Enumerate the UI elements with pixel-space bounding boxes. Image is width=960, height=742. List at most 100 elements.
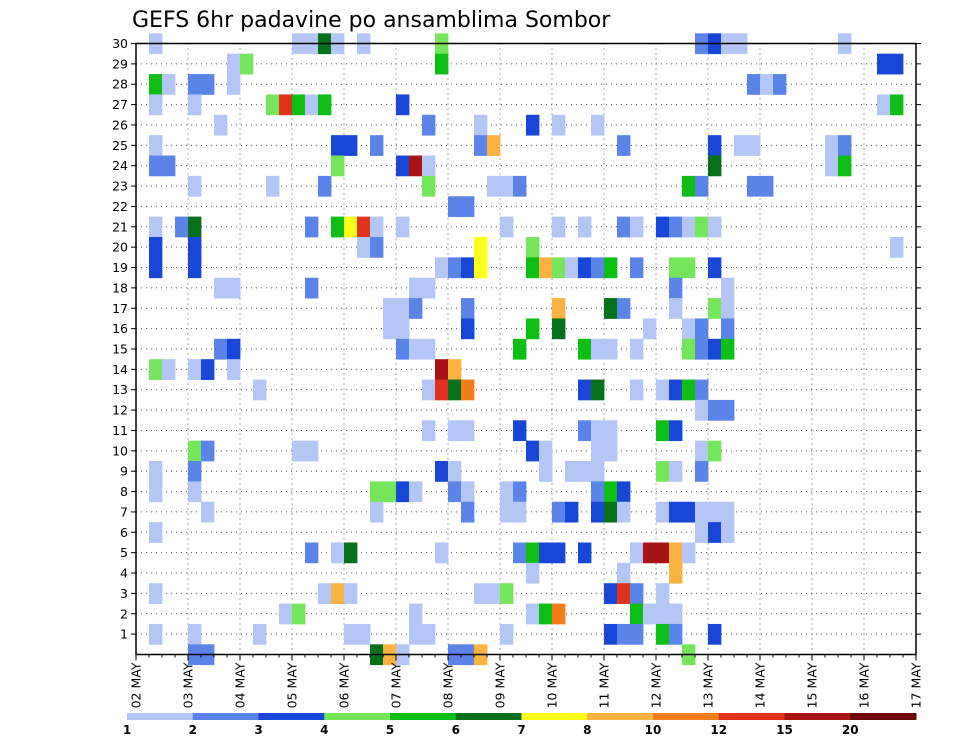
heatmap-cell [214, 338, 228, 360]
heatmap-cell [565, 257, 579, 279]
heatmap-cell [396, 298, 410, 319]
y-tick-label: 27 [112, 97, 128, 112]
heatmap-cell [591, 114, 605, 136]
heatmap-cell [409, 481, 423, 503]
heatmap-cell [149, 236, 163, 258]
heatmap-cell [721, 399, 735, 421]
heatmap-cell [630, 542, 644, 564]
heatmap-cell [877, 53, 891, 75]
heatmap-cell [669, 298, 683, 319]
heatmap-cell [747, 135, 761, 156]
heatmap-cell [318, 94, 332, 116]
legend-swatch [784, 713, 851, 720]
heatmap-cell [695, 318, 709, 340]
heatmap-cell [656, 542, 670, 564]
heatmap-cell [435, 379, 449, 401]
heatmap-cell [838, 155, 852, 177]
legend-swatch [324, 713, 391, 720]
y-tick-label: 19 [112, 260, 128, 275]
heatmap-cell [890, 94, 904, 116]
heatmap-cell [500, 216, 514, 238]
heatmap-cell [461, 379, 475, 401]
heatmap-cell [344, 542, 358, 564]
heatmap-cell [409, 623, 423, 645]
heatmap-cell [747, 74, 761, 95]
heatmap-cell [656, 379, 670, 401]
heatmap-cell [578, 542, 592, 564]
heatmap-cell [422, 623, 436, 645]
heatmap-cell [500, 623, 514, 645]
heatmap-cell [188, 74, 202, 95]
heatmap-cell [422, 175, 436, 197]
y-tick-label: 28 [112, 77, 128, 92]
heatmap-cell [305, 440, 319, 462]
heatmap-cell [721, 277, 735, 299]
heatmap-cell [149, 257, 163, 279]
heatmap-cell [422, 277, 436, 299]
heatmap-cell [604, 420, 618, 442]
heatmap-cell [513, 481, 527, 503]
y-axis-ticks: 1234567891011121314151617181920212223242… [112, 36, 921, 642]
heatmap-cell [500, 481, 514, 503]
heatmap-cell [305, 277, 319, 299]
heatmap-cell [461, 501, 475, 523]
heatmap-cell [890, 236, 904, 258]
heatmap-cell [669, 603, 683, 625]
heatmap-cell [370, 236, 384, 258]
heatmap-cell [513, 338, 527, 360]
legend-swatch [127, 713, 194, 720]
x-tick-label: 15 MAY [805, 662, 820, 708]
heatmap-cell [149, 359, 163, 380]
heatmap-cell [539, 257, 553, 279]
heatmap-cell [396, 481, 410, 503]
heatmap-cell [409, 155, 423, 177]
heatmap-cell [513, 501, 527, 523]
y-tick-label: 16 [112, 321, 128, 336]
y-tick-label: 20 [112, 240, 128, 255]
y-tick-label: 8 [120, 484, 128, 499]
heatmap-cell [149, 583, 163, 604]
heatmap-cell [838, 135, 852, 156]
y-tick-label: 21 [112, 219, 128, 234]
heatmap-cell [526, 318, 540, 340]
heatmap-cell [149, 135, 163, 156]
heatmap-cell [656, 216, 670, 238]
heatmap-cell [682, 216, 696, 238]
heatmap-cell [448, 420, 462, 442]
heatmap-cell [708, 501, 722, 523]
heatmap-cell [448, 461, 462, 482]
heatmap-cell [331, 216, 345, 238]
heatmap-cell [266, 94, 280, 116]
heatmap-cell [552, 257, 566, 279]
heatmap-cell [526, 542, 540, 564]
heatmap-cell [513, 542, 527, 564]
heatmap-cell [370, 216, 384, 238]
heatmap-cell [500, 175, 514, 197]
heatmap-cell [695, 461, 709, 482]
heatmap-cell [513, 420, 527, 442]
heatmap-cell [383, 318, 397, 340]
x-tick-label: 16 MAY [857, 662, 872, 708]
heatmap-cell [708, 298, 722, 319]
heatmap-cell [825, 135, 839, 156]
heatmap-cell [149, 481, 163, 503]
heatmap-cell [591, 481, 605, 503]
legend-level-label: 4 [320, 723, 328, 737]
heatmap-cell [630, 338, 644, 360]
heatmap-cell [526, 236, 540, 258]
heatmap-cell [461, 420, 475, 442]
heatmap-cell [669, 277, 683, 299]
heatmap-cell [591, 501, 605, 523]
heatmap-cell [370, 481, 384, 503]
heatmap-cell [695, 379, 709, 401]
heatmap-cell [461, 481, 475, 503]
heatmap-cell [396, 216, 410, 238]
heatmap-cell [435, 53, 449, 75]
heatmap-cell [630, 603, 644, 625]
legend-swatch [521, 713, 588, 720]
y-tick-label: 3 [120, 586, 128, 601]
heatmap-cell [149, 155, 163, 177]
heatmap-cell [201, 359, 215, 380]
heatmap-cell [825, 155, 839, 177]
heatmap-cell [526, 562, 540, 584]
